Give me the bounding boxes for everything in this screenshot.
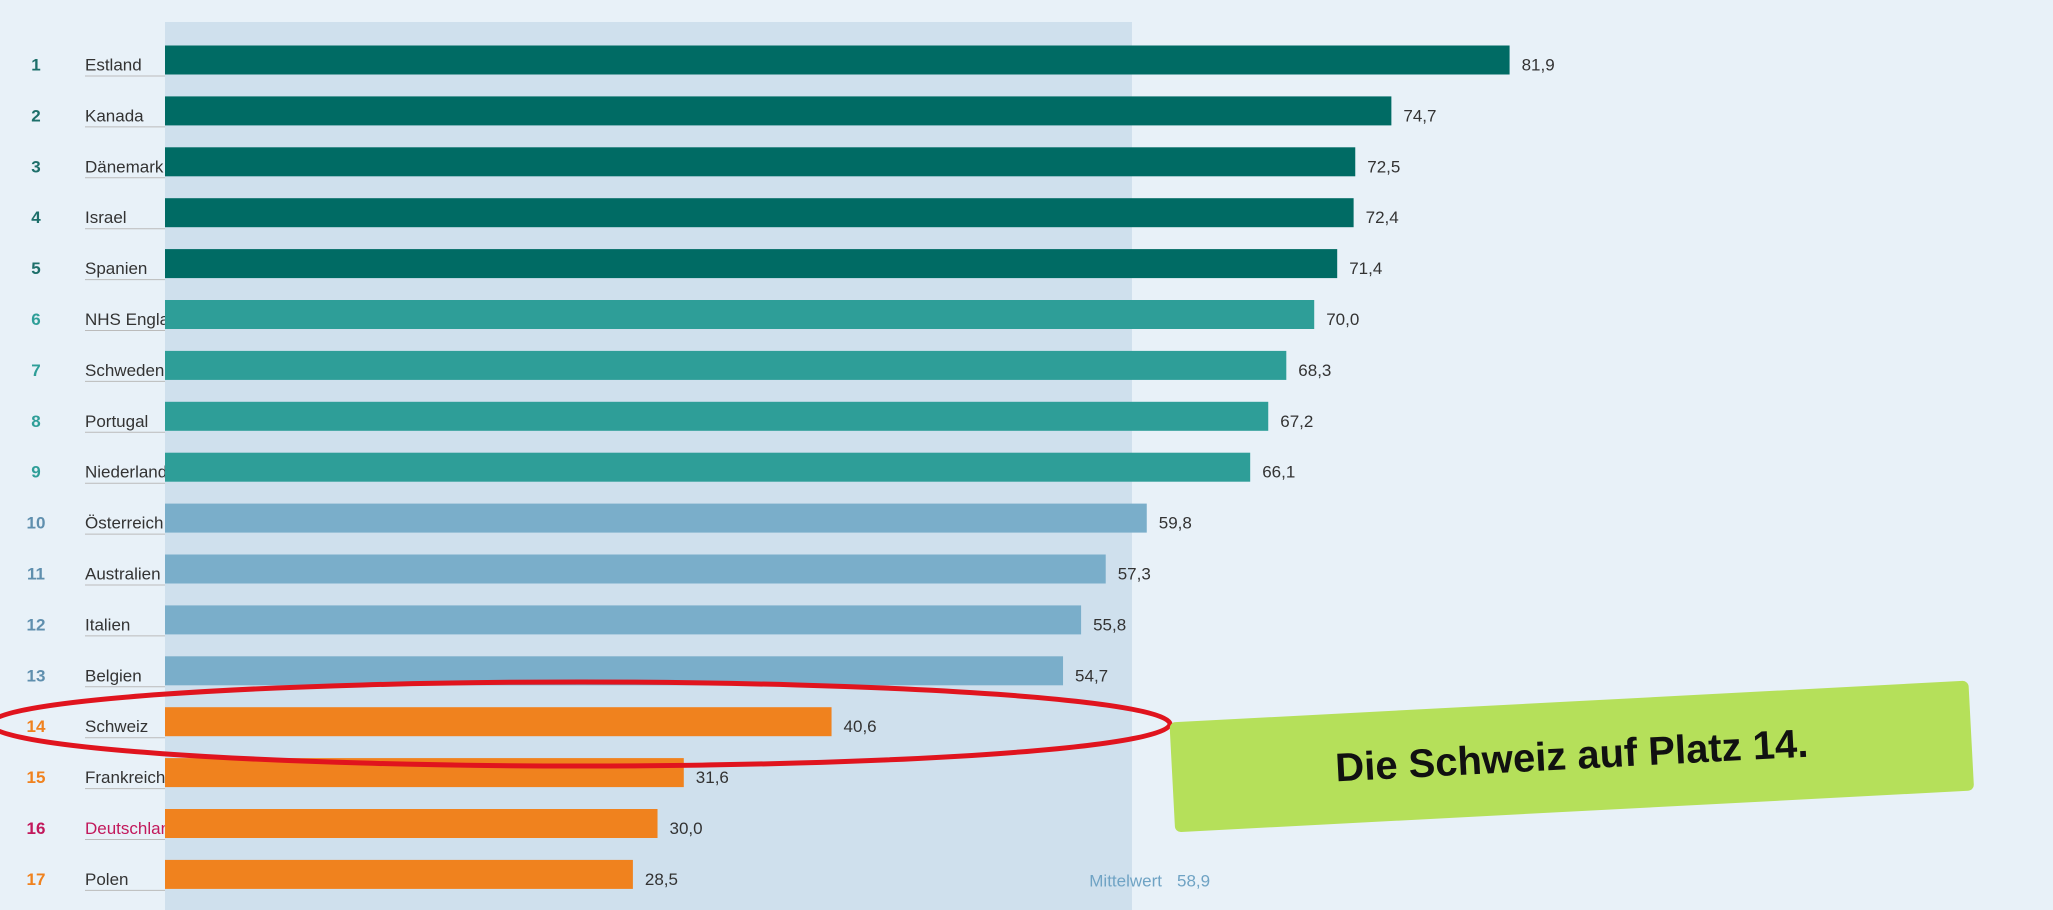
category-label: Estland xyxy=(85,55,142,74)
value-label: 59,8 xyxy=(1159,514,1192,533)
category-label: Italien xyxy=(85,615,130,634)
category-label: Niederlande xyxy=(85,463,177,482)
mean-label: Mittelwert xyxy=(1089,871,1162,890)
bar xyxy=(165,503,1147,533)
rank: 11 xyxy=(27,564,45,583)
rank: 8 xyxy=(31,412,40,431)
value-label: 68,3 xyxy=(1298,361,1331,380)
category-label: Polen xyxy=(85,870,128,889)
category-label: Kanada xyxy=(85,106,144,125)
category-label: Israel xyxy=(85,208,127,227)
rank: 9 xyxy=(31,463,40,482)
bar xyxy=(165,707,832,737)
rank: 14 xyxy=(27,717,46,736)
bar xyxy=(165,554,1106,584)
rank: 5 xyxy=(31,259,40,278)
value-label: 28,5 xyxy=(645,870,678,889)
category-label: Schweiz xyxy=(85,717,148,736)
value-label: 71,4 xyxy=(1349,259,1382,278)
value-label: 66,1 xyxy=(1262,463,1295,482)
rank: 15 xyxy=(27,768,46,787)
value-label: 67,2 xyxy=(1280,412,1313,431)
category-label: Dänemark xyxy=(85,157,164,176)
bar xyxy=(165,809,658,838)
rank: 13 xyxy=(27,666,46,685)
highlight-ring xyxy=(0,679,1173,769)
bar xyxy=(165,96,1392,126)
bar xyxy=(165,300,1315,329)
category-label: Frankreich xyxy=(85,768,165,787)
rank: 3 xyxy=(31,157,40,176)
rank: 12 xyxy=(27,615,46,634)
bar xyxy=(165,198,1354,228)
bar xyxy=(165,147,1356,177)
value-label: 40,6 xyxy=(844,717,877,736)
category-label: Österreich xyxy=(85,514,163,533)
bar xyxy=(165,859,633,889)
value-label: 30,0 xyxy=(670,819,703,838)
rank: 2 xyxy=(31,106,40,125)
bar xyxy=(165,605,1082,635)
rank: 1 xyxy=(31,55,40,74)
annotation: Die Schweiz auf Platz 14. xyxy=(1169,680,1974,833)
rank: 4 xyxy=(31,208,41,227)
rank: 16 xyxy=(27,819,46,838)
bar xyxy=(165,401,1269,431)
category-label: Deutschland xyxy=(85,819,180,838)
bar xyxy=(165,452,1251,482)
value-label: 57,3 xyxy=(1118,564,1151,583)
category-label: Spanien xyxy=(85,259,147,278)
value-label: 72,4 xyxy=(1366,208,1399,227)
category-label: Portugal xyxy=(85,412,148,431)
value-label: 81,9 xyxy=(1522,55,1555,74)
mean-value: 58,9 xyxy=(1177,871,1210,890)
rank: 6 xyxy=(31,310,40,329)
annotation-box xyxy=(1169,680,1974,833)
value-label: 31,6 xyxy=(696,768,729,787)
rank: 17 xyxy=(27,870,46,889)
category-label: Schweden xyxy=(85,361,164,380)
category-label: Belgien xyxy=(85,666,142,685)
value-label: 74,7 xyxy=(1403,106,1436,125)
bar xyxy=(165,350,1287,380)
rank: 10 xyxy=(27,514,46,533)
value-label: 72,5 xyxy=(1367,157,1400,176)
category-label: Australien xyxy=(85,564,161,583)
bar xyxy=(165,45,1510,75)
value-label: 55,8 xyxy=(1093,615,1126,634)
rank: 7 xyxy=(31,361,40,380)
category-label: NHS England xyxy=(85,310,188,329)
value-label: 54,7 xyxy=(1075,666,1108,685)
value-label: 70,0 xyxy=(1326,310,1359,329)
bar xyxy=(165,249,1338,279)
